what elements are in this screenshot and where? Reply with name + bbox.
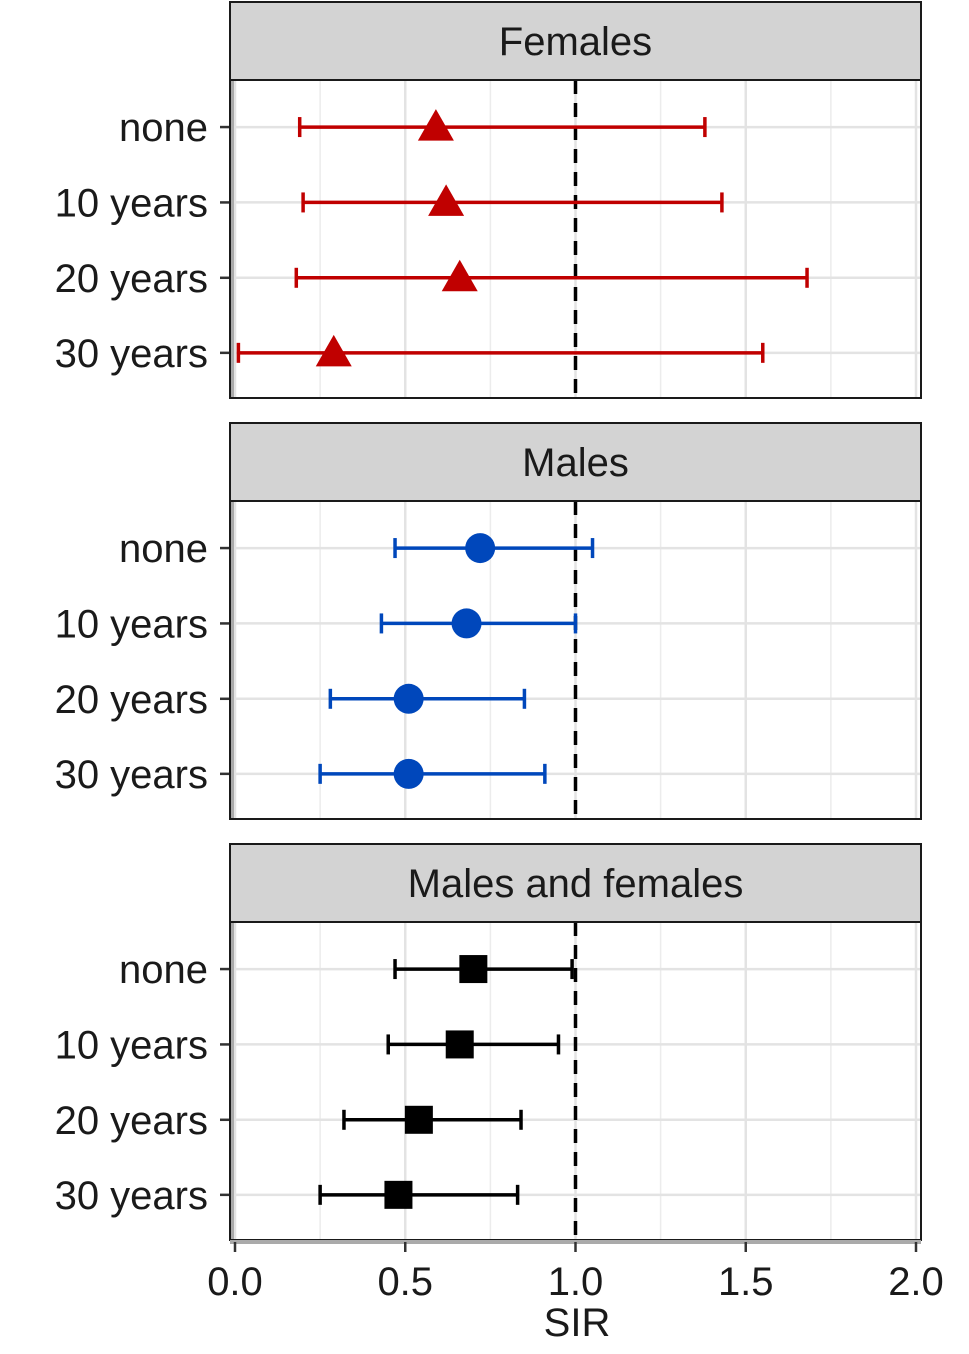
x-tick-label: 0.5 <box>377 1260 433 1304</box>
point-estimate-circle <box>451 608 482 639</box>
y-tick-label: none <box>119 106 208 150</box>
y-tick-label: 10 years <box>55 1023 208 1067</box>
y-tick-label: 30 years <box>55 1174 208 1218</box>
y-tick-label: none <box>119 527 208 571</box>
facet-strip-label: Males <box>522 441 629 485</box>
y-tick-label: 20 years <box>55 1099 208 1143</box>
facet-panel-males: Males none 10 years 20 years 30 years <box>55 422 922 820</box>
facet-panel-females: Females none 10 years 20 years 30 years <box>55 1 922 399</box>
point-estimate-circle <box>465 533 496 564</box>
y-tick-label: 10 years <box>55 602 208 646</box>
y-tick-label: 10 years <box>55 181 208 225</box>
x-tick-label: 1.0 <box>548 1260 604 1304</box>
facet-strip <box>229 843 922 923</box>
facet-strip-label: Females <box>499 20 652 64</box>
point-estimate-square <box>445 1030 474 1059</box>
panel-border <box>229 79 922 399</box>
panel-border <box>229 500 922 820</box>
point-estimate-triangle <box>417 109 454 141</box>
point-estimate-triangle <box>428 184 465 216</box>
point-estimate-triangle <box>315 334 352 367</box>
point-estimate-circle <box>393 758 424 789</box>
y-tick-label: 20 years <box>55 257 208 301</box>
y-tick-label: 20 years <box>55 678 208 722</box>
x-tick-label: 0.0 <box>207 1260 263 1304</box>
y-tick-label: 30 years <box>55 753 208 797</box>
point-estimate-triangle <box>441 259 478 292</box>
point-estimate-square <box>384 1180 413 1209</box>
point-estimate-square <box>404 1105 433 1134</box>
facet-panel-males-and-females: Males and females none 10 years 20 years 30 … <box>55 843 922 1241</box>
x-tick-label: 1.5 <box>718 1260 774 1304</box>
facet-strip <box>229 1 922 81</box>
point-estimate-circle <box>393 683 424 714</box>
x-axis: 0.0 0.5 1.0 1.5 2.0 <box>207 1240 944 1304</box>
x-axis-label: SIR <box>544 1301 611 1345</box>
y-tick-label: none <box>119 948 208 992</box>
facet-strip <box>229 422 922 502</box>
facet-strip-label: Males and females <box>408 862 744 906</box>
x-tick-label: 2.0 <box>888 1260 944 1304</box>
point-estimate-square <box>459 955 488 984</box>
y-tick-label: 30 years <box>55 332 208 376</box>
